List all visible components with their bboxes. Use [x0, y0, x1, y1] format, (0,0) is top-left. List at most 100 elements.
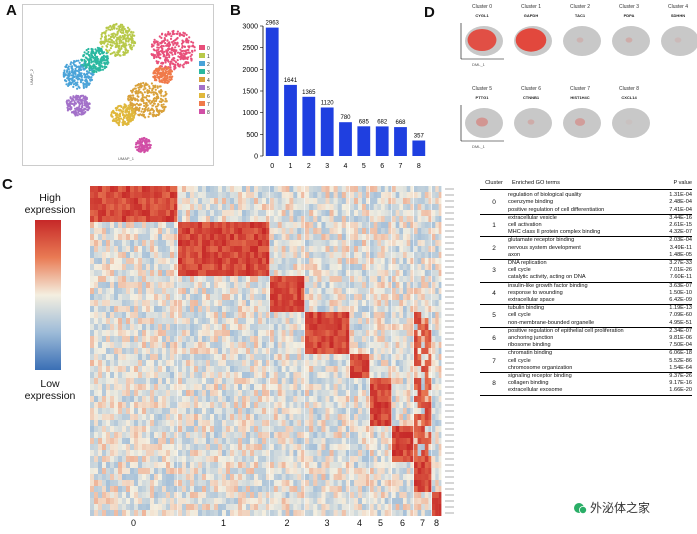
umap-point	[120, 46, 123, 50]
heatmap-cell	[202, 432, 207, 439]
heatmap-cell	[194, 486, 199, 493]
heatmap-cell	[138, 240, 143, 247]
heatmap-cell	[158, 348, 163, 355]
heatmap-cell	[222, 258, 227, 265]
heatmap-cell	[170, 336, 175, 343]
heatmap-cell	[186, 420, 191, 427]
heatmap-cell	[281, 486, 286, 493]
heatmap-cell	[154, 420, 159, 427]
heatmap-cell	[142, 414, 147, 421]
heatmap-cell	[258, 504, 263, 511]
heatmap-cell	[281, 324, 286, 331]
umap-point	[190, 59, 193, 62]
heatmap-cell	[166, 462, 171, 469]
heatmap-cell	[146, 330, 151, 337]
heatmap-cell	[289, 438, 294, 445]
heatmap-cell	[122, 510, 127, 517]
umap-point	[86, 80, 89, 83]
heatmap-cell	[198, 300, 203, 307]
legend-low-label: Low expression	[24, 378, 76, 402]
heatmap-cell	[222, 264, 227, 271]
heatmap-cell	[206, 432, 211, 439]
heatmap-cell	[273, 378, 279, 385]
heatmap-cell	[150, 198, 155, 205]
heatmap-cell	[110, 426, 115, 433]
heatmap-cell	[178, 510, 183, 517]
umap-point	[172, 39, 175, 43]
umap-point	[83, 102, 87, 105]
heatmap-cell	[122, 204, 127, 211]
heatmap-cell	[230, 258, 235, 265]
heatmap-cell	[114, 480, 119, 487]
heatmap-cell	[162, 330, 167, 337]
heatmap-cell	[202, 438, 207, 445]
heatmap-cell	[122, 486, 127, 493]
heatmap-cell	[202, 426, 207, 433]
heatmap-cell	[178, 372, 183, 379]
heatmap-cell	[210, 492, 215, 499]
heatmap-cell	[214, 264, 219, 271]
heatmap-cell	[277, 504, 282, 511]
heatmap-cell	[230, 474, 235, 481]
umap-point	[126, 110, 129, 113]
heatmap-cell	[174, 336, 179, 343]
heatmap-cell	[230, 222, 235, 229]
featureplot-expression	[476, 117, 488, 127]
heatmap-cell	[270, 360, 275, 367]
umap-point	[76, 114, 79, 117]
heatmap-cell	[126, 288, 131, 295]
umap-point	[77, 59, 80, 62]
heatmap-cell	[266, 330, 271, 337]
heatmap-cell	[102, 438, 107, 445]
heatmap-cell	[317, 198, 322, 205]
umap-point	[70, 100, 73, 103]
heatmap-cell	[273, 204, 279, 211]
heatmap-cell	[242, 216, 247, 223]
heatmap-cell	[285, 462, 290, 469]
heatmap-cell	[98, 270, 103, 277]
heatmap-cell	[218, 186, 223, 193]
heatmap-cell	[202, 312, 207, 319]
heatmap-cell	[186, 204, 191, 211]
heatmap-cell	[230, 204, 235, 211]
heatmap-cell	[285, 252, 290, 259]
heatmap-cell	[118, 480, 123, 487]
heatmap-cell	[154, 222, 159, 229]
heatmap-cell	[94, 336, 99, 343]
heatmap-cell	[218, 438, 223, 445]
heatmap-cell	[114, 390, 119, 397]
heatmap-cell	[285, 330, 290, 337]
heatmap-cell	[102, 366, 107, 373]
heatmap-cell	[106, 228, 111, 235]
heatmap-cell	[122, 216, 127, 223]
heatmap-cell	[218, 264, 223, 271]
heatmap-cell	[210, 366, 215, 373]
heatmap-cell	[266, 360, 271, 367]
heatmap-cell	[174, 468, 179, 475]
heatmap-cell	[166, 420, 171, 427]
heatmap-cell	[214, 288, 219, 295]
heatmap-cell	[285, 234, 290, 241]
x-tick-label: 2	[307, 163, 311, 170]
heatmap-cell	[166, 468, 171, 475]
heatmap-cell	[134, 234, 139, 241]
heatmap-cell	[258, 372, 263, 379]
umap-point	[77, 110, 80, 113]
umap-point	[109, 47, 112, 50]
heatmap-cell	[182, 402, 187, 409]
heatmap-cell	[134, 306, 139, 313]
umap-point	[166, 59, 170, 62]
heatmap-cell	[234, 480, 239, 487]
heatmap-cell	[206, 282, 211, 289]
umap-point	[143, 85, 146, 88]
umap-point	[131, 89, 134, 92]
heatmap-cell	[293, 438, 298, 445]
heatmap-cell	[110, 402, 115, 409]
heatmap-cell	[281, 510, 286, 517]
umap-point	[122, 53, 125, 57]
heatmap-cell	[266, 342, 271, 349]
heatmap-cell	[301, 402, 306, 409]
heatmap-cell	[186, 240, 191, 247]
heatmap-cell	[226, 312, 231, 319]
heatmap-cell	[285, 396, 290, 403]
